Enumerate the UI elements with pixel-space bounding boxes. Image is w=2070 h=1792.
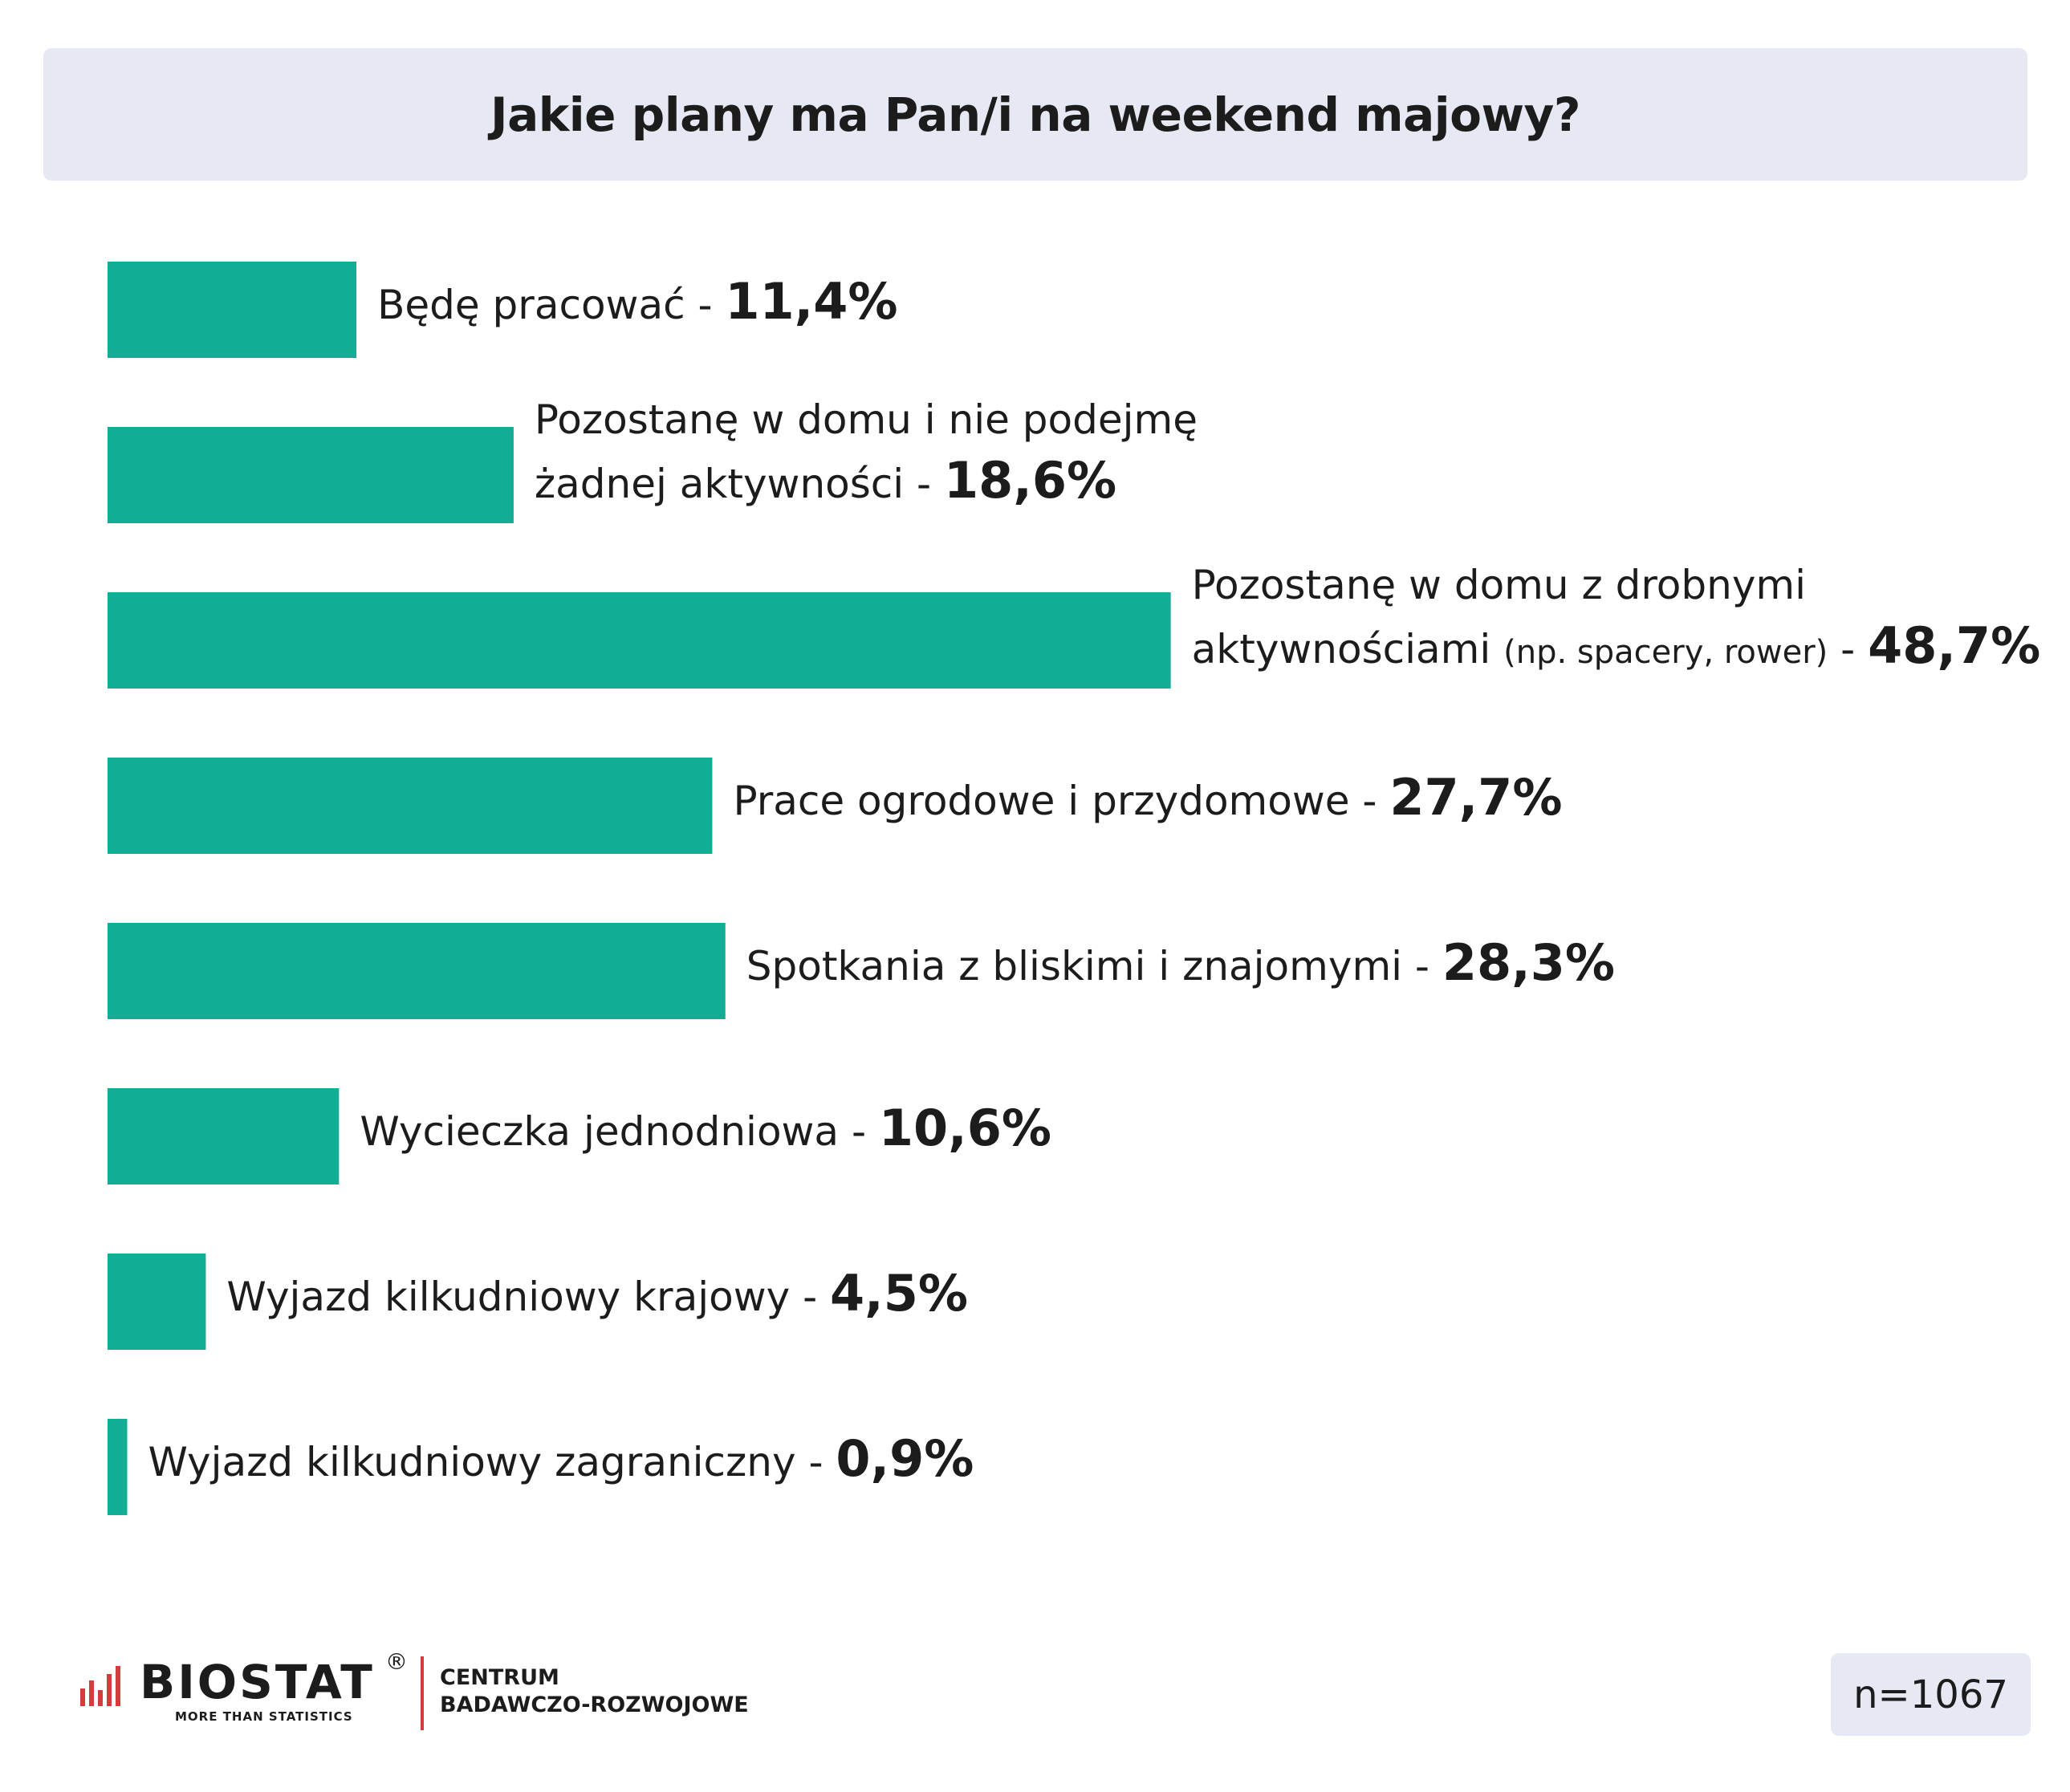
bar-7 (108, 1254, 206, 1350)
bar-3 (108, 592, 1171, 689)
bar-6 (108, 1088, 340, 1185)
bar-label-line-2: żadnej aktywności - 18,6% (535, 447, 1198, 514)
logo-wordmark: BIOSTAT (140, 1655, 375, 1709)
bar-label-6: Wycieczka jednodniowa - 10,6% (360, 1095, 1051, 1161)
logo-registered-mark: ® (385, 1648, 408, 1675)
bar-8 (108, 1419, 128, 1515)
bar-label-line-1: Pozostanę w domu z drobnymi (1191, 562, 1807, 608)
chart-title: Jakie plany ma Pan/i na weekend majowy? (490, 87, 1581, 142)
bar-label-1: Będę pracować - 11,4% (377, 268, 897, 335)
bar-5 (108, 923, 726, 1019)
bar-value-label: 11,4% (725, 272, 898, 331)
bar-value-label: 18,6% (944, 451, 1117, 510)
logo-centre-line-1: CENTRUM (440, 1665, 559, 1690)
bar-1 (108, 262, 357, 358)
logo-tagline: MORE THAN STATISTICS (175, 1709, 353, 1724)
bar-label-line-1: Pozostanę w domu i nie podejmę (534, 396, 1198, 443)
bar-label-text: Będę pracować - (377, 282, 726, 328)
bar-value-label: 4,5% (830, 1264, 968, 1323)
logo-bars-icon (80, 1666, 120, 1706)
bar-label-text: Spotkania z bliskimi i znajomymi - (746, 943, 1442, 989)
bar-label-note: (np. spacery, rower) (1503, 634, 1828, 671)
bar-label-2: Pozostanę w domu i nie podejmę żadnej akt… (535, 393, 1198, 514)
logo-divider (421, 1656, 424, 1730)
bar-label-text: Wyjazd kilkudniowy zagraniczny - (148, 1439, 836, 1485)
bar-label-text: żadnej aktywności - (534, 461, 944, 507)
bar-label-7: Wyjazd kilkudniowy krajowy - 4,5% (226, 1260, 968, 1327)
bar-label-5: Spotkania z bliskimi i znajomymi - 28,3% (746, 929, 1615, 996)
sample-size-badge: n=1067 (1831, 1653, 2031, 1736)
bar-label-text: Wyjazd kilkudniowy krajowy - (226, 1274, 831, 1320)
sample-size-text: n=1067 (1853, 1672, 2008, 1717)
bar-label-dash: - (1828, 626, 1869, 673)
logo-centre-line-2: BADAWCZO-ROZWOJOWE (440, 1692, 749, 1717)
bar-value-label: 0,9% (836, 1429, 974, 1488)
bar-label-8: Wyjazd kilkudniowy zagraniczny - 0,9% (148, 1425, 974, 1492)
bar-2 (108, 427, 514, 523)
bar-label-4: Prace ogrodowe i przydomowe - 27,7% (733, 764, 1562, 831)
bar-value-label: 27,7% (1389, 768, 1563, 827)
chart-title-box: Jakie plany ma Pan/i na weekend majowy? (43, 48, 2027, 181)
biostat-logo: BIOSTAT ® MORE THAN STATISTICS CENTRUM B… (80, 1648, 803, 1738)
bar-value-label: 10,6% (878, 1099, 1051, 1157)
bar-label-line-2: aktywnościami (np. spacery, rower) - 48,… (1192, 612, 2041, 679)
bar-label-text: Prace ogrodowe i przydomowe - (733, 778, 1390, 824)
bar-label-text: aktywnościami (1191, 626, 1504, 673)
bar-value-label: 28,3% (1442, 933, 1615, 992)
bar-label-text: Wycieczka jednodniowa - (360, 1108, 879, 1155)
bar-4 (108, 758, 713, 854)
bar-label-3: Pozostanę w domu z drobnymi aktywnościami… (1192, 559, 2041, 679)
logo-centre-text: CENTRUM BADAWCZO-ROZWOJOWE (440, 1664, 749, 1719)
bar-value-label: 48,7% (1868, 616, 2041, 675)
